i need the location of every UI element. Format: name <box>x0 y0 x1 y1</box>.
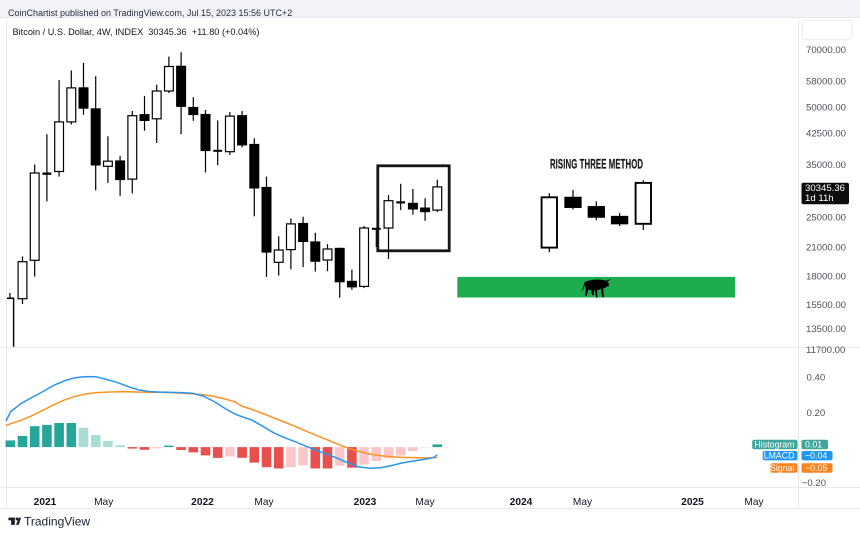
svg-text:−0.20: −0.20 <box>802 478 826 489</box>
svg-text:42500.00: 42500.00 <box>806 129 846 140</box>
svg-text:−0.05: −0.05 <box>805 463 827 473</box>
svg-text:2024: 2024 <box>510 497 533 508</box>
svg-text:15500.00: 15500.00 <box>806 300 846 311</box>
svg-text:0.01: 0.01 <box>805 439 822 449</box>
svg-text:May: May <box>415 497 435 508</box>
svg-text:2023: 2023 <box>354 497 377 508</box>
svg-text:2022: 2022 <box>191 497 214 508</box>
svg-text:0.40: 0.40 <box>807 372 826 383</box>
svg-text:13500.00: 13500.00 <box>806 324 846 335</box>
svg-text:−0.04: −0.04 <box>805 451 827 461</box>
svg-text:LMACD: LMACD <box>764 451 795 461</box>
svg-text:30345.36: 30345.36 <box>805 183 845 194</box>
svg-text:70000.00: 70000.00 <box>806 45 846 56</box>
svg-text:18000.00: 18000.00 <box>806 272 846 283</box>
svg-text:TradingView: TradingView <box>24 514 90 528</box>
svg-text:0.20: 0.20 <box>807 408 826 419</box>
svg-text:58000.00: 58000.00 <box>806 77 846 88</box>
svg-text:May: May <box>573 497 593 508</box>
svg-text:2021: 2021 <box>34 497 57 508</box>
svg-text:50000.00: 50000.00 <box>806 103 846 114</box>
svg-text:1d 11h: 1d 11h <box>805 193 834 204</box>
svg-text:May: May <box>744 497 764 508</box>
svg-text:RISING THREE METHOD: RISING THREE METHOD <box>550 157 643 172</box>
svg-text:Histogram: Histogram <box>754 439 794 449</box>
svg-text:May: May <box>94 497 114 508</box>
svg-text:May: May <box>254 497 274 508</box>
svg-text:25000.00: 25000.00 <box>806 212 846 223</box>
svg-text:Signal: Signal <box>770 463 794 473</box>
svg-text:11700.00: 11700.00 <box>806 345 845 356</box>
svg-text:21000.00: 21000.00 <box>806 243 846 254</box>
svg-text:35000.00: 35000.00 <box>806 160 846 171</box>
svg-text:2025: 2025 <box>681 497 704 508</box>
